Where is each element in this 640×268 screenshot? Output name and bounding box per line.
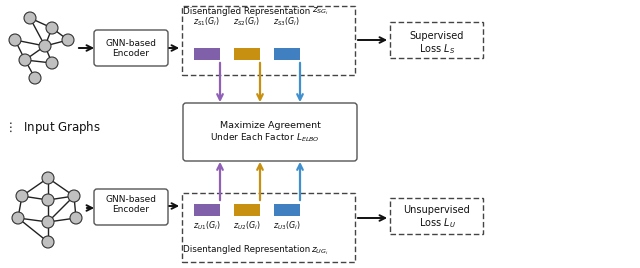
Circle shape: [46, 57, 58, 69]
Circle shape: [12, 212, 24, 224]
Bar: [274, 48, 300, 60]
Text: Loss $L_S$: Loss $L_S$: [419, 42, 455, 56]
FancyBboxPatch shape: [94, 30, 168, 66]
Bar: [194, 48, 220, 60]
Text: GNN-based: GNN-based: [106, 39, 157, 47]
Circle shape: [42, 172, 54, 184]
Text: $z_{U3}(G_i)$: $z_{U3}(G_i)$: [273, 220, 301, 232]
FancyBboxPatch shape: [94, 189, 168, 225]
Bar: [194, 204, 220, 216]
Text: Unsupervised: Unsupervised: [404, 205, 470, 215]
Text: $z_{UG_i}$: $z_{UG_i}$: [311, 245, 329, 257]
Text: Loss $L_U$: Loss $L_U$: [419, 216, 456, 230]
FancyBboxPatch shape: [390, 22, 483, 58]
Text: Disentangled Representation: Disentangled Representation: [184, 8, 310, 17]
Circle shape: [19, 54, 31, 66]
Text: Encoder: Encoder: [113, 50, 150, 58]
Circle shape: [16, 190, 28, 202]
Text: $z_{S3}(G_i)$: $z_{S3}(G_i)$: [273, 16, 301, 28]
Text: Maximize Agreement: Maximize Agreement: [220, 121, 321, 129]
Text: $z_{U1}(G_i)$: $z_{U1}(G_i)$: [193, 220, 221, 232]
Text: Disentangled Representation: Disentangled Representation: [184, 245, 310, 255]
Text: $z_{S2}(G_i)$: $z_{S2}(G_i)$: [234, 16, 260, 28]
Circle shape: [29, 72, 41, 84]
Text: $\vdots$  Input Graphs: $\vdots$ Input Graphs: [4, 120, 100, 136]
Bar: [234, 48, 260, 60]
Text: $z_{U2}(G_i)$: $z_{U2}(G_i)$: [233, 220, 261, 232]
Circle shape: [42, 236, 54, 248]
Bar: [274, 204, 300, 216]
Text: $z_{S1}(G_i)$: $z_{S1}(G_i)$: [193, 16, 221, 28]
Text: Supervised: Supervised: [410, 31, 464, 41]
FancyBboxPatch shape: [390, 198, 483, 234]
Circle shape: [70, 212, 82, 224]
Bar: [234, 204, 260, 216]
Circle shape: [9, 34, 21, 46]
Circle shape: [46, 22, 58, 34]
Text: $z_{SG_i}$: $z_{SG_i}$: [312, 5, 328, 17]
Circle shape: [42, 194, 54, 206]
Circle shape: [42, 216, 54, 228]
Circle shape: [24, 12, 36, 24]
Text: Under Each Factor $L_{ELBO}$: Under Each Factor $L_{ELBO}$: [210, 132, 320, 144]
Text: GNN-based: GNN-based: [106, 195, 157, 203]
FancyBboxPatch shape: [183, 103, 357, 161]
Text: Encoder: Encoder: [113, 206, 150, 214]
FancyBboxPatch shape: [182, 6, 355, 75]
FancyBboxPatch shape: [182, 193, 355, 262]
Circle shape: [62, 34, 74, 46]
Circle shape: [68, 190, 80, 202]
Circle shape: [39, 40, 51, 52]
